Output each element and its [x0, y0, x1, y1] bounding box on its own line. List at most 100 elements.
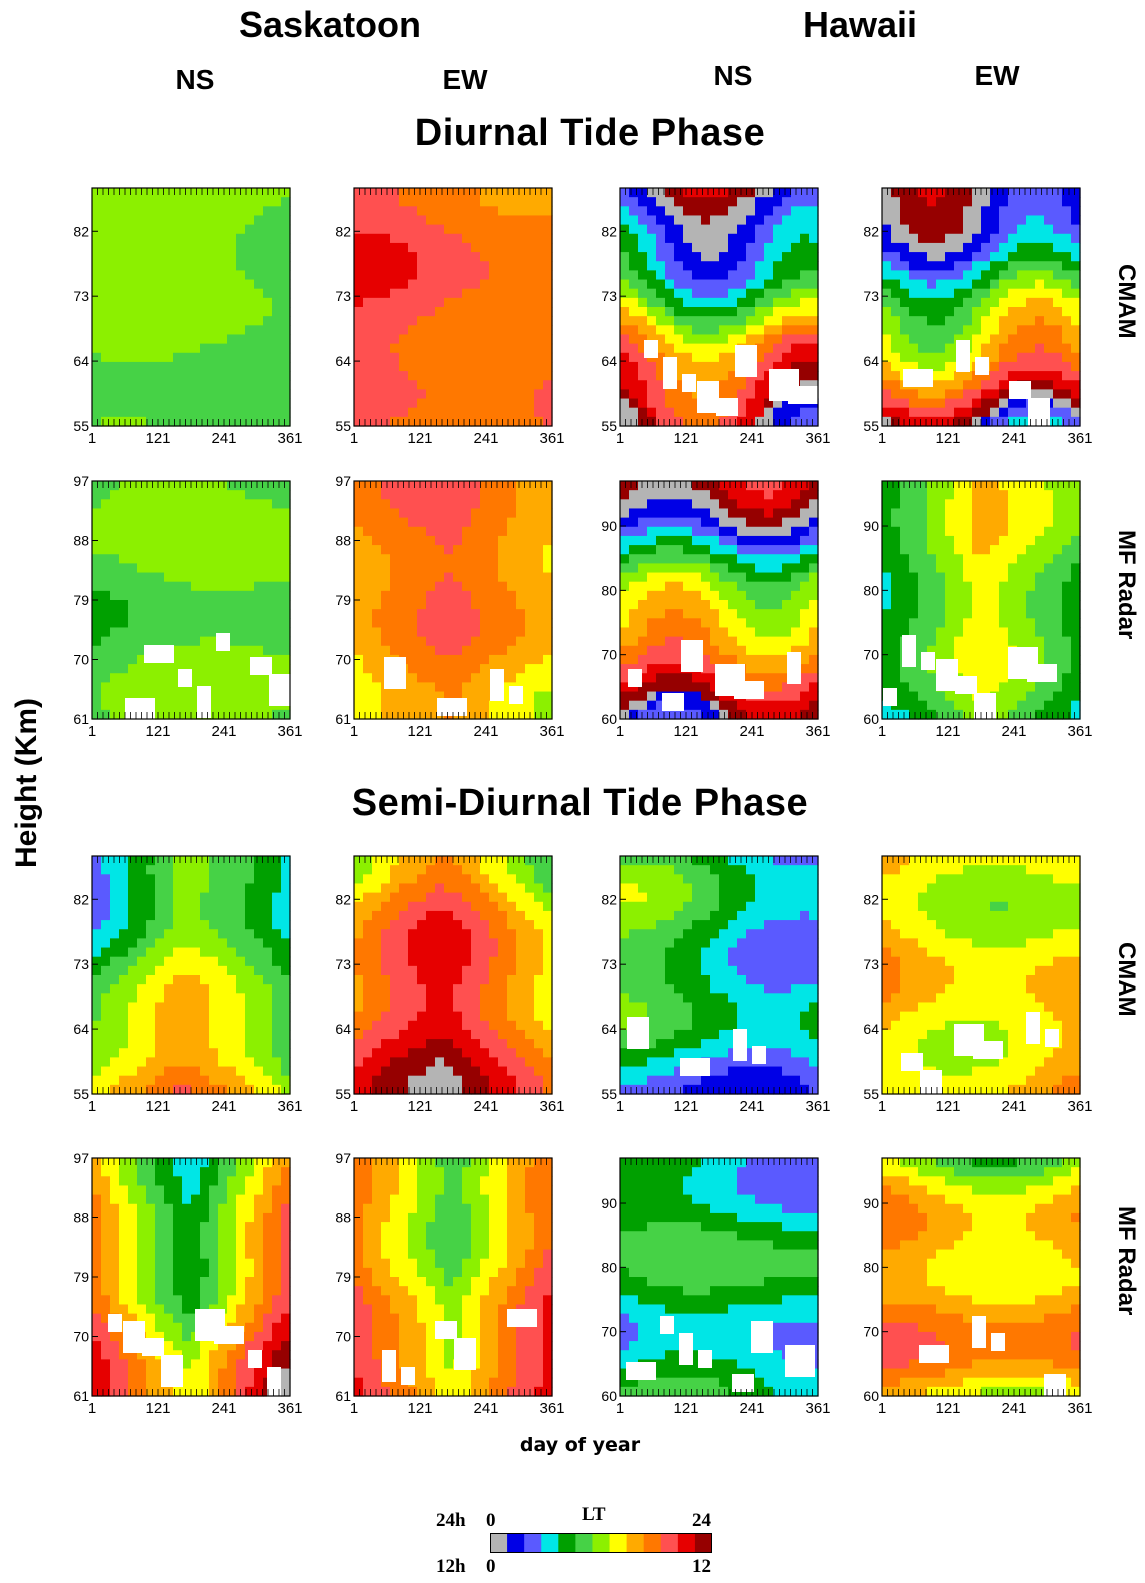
x-tick-label: 1 — [616, 723, 624, 740]
panel-mfradar-hawaii-ew: 1 121 241 361 60 70 80 90 — [863, 1157, 1093, 1417]
y-tick-label: 64 — [601, 1021, 617, 1037]
y-tick-label: 64 — [73, 1021, 89, 1037]
y-tick-label: 88 — [73, 1210, 89, 1226]
panel-mfradar-saskatoon-ew: 1 121 241 361 61 70 79 88 97 — [335, 473, 564, 740]
panel-mfradar-saskatoon-ns: 1 121 241 361 61 70 79 88 97 — [73, 473, 302, 740]
y-tick-label: 82 — [335, 223, 351, 239]
y-tick-label: 55 — [73, 418, 89, 434]
x-tick-label: 1 — [350, 1098, 358, 1115]
y-tick-label: 90 — [601, 1195, 617, 1211]
y-tick-label: 60 — [601, 711, 617, 727]
x-tick-label: 121 — [673, 723, 698, 740]
panel-cmam-hawaii-ns: 1 121 241 361 55 64 73 82 — [601, 855, 831, 1115]
y-tick-label: 70 — [863, 647, 879, 663]
x-tick-label: 241 — [473, 723, 498, 740]
colorbar-swatch — [660, 1533, 679, 1553]
section-title-diurnal: Diurnal Tide Phase — [414, 112, 766, 154]
colorbar-swatch — [643, 1533, 662, 1553]
x-tick-label: 1 — [616, 430, 624, 447]
x-tick-label: 1 — [88, 1098, 96, 1115]
colorbar-swatch — [558, 1533, 576, 1553]
y-tick-label: 60 — [863, 711, 879, 727]
x-tick-label: 1 — [88, 430, 96, 447]
y-tick-label: 64 — [335, 1021, 351, 1037]
x-tick-label: 361 — [277, 1400, 302, 1417]
site-title-saskatoon: Saskatoon — [238, 4, 422, 45]
colorbar-row2-min: 0 — [486, 1556, 496, 1577]
y-tick-label: 97 — [73, 1150, 89, 1166]
colorbar-swatch — [575, 1533, 593, 1553]
y-tick-label: 97 — [73, 473, 89, 489]
x-tick-label: 361 — [1067, 723, 1092, 740]
x-tick-label: 1 — [878, 430, 886, 447]
site-title-hawaii: Hawaii — [802, 4, 918, 45]
y-tick-label: 80 — [863, 1259, 879, 1275]
x-tick-label: 121 — [935, 1098, 960, 1115]
y-tick-label: 79 — [335, 1269, 351, 1285]
x-tick-label: 361 — [1067, 1098, 1092, 1115]
colorbar-swatch — [609, 1533, 628, 1553]
panel-cmam-saskatoon-ew: 1 121 241 361 55 64 73 82 — [335, 187, 565, 447]
x-tick-label: 241 — [739, 1400, 764, 1417]
colorbar — [490, 1533, 712, 1553]
x-tick-label: 361 — [805, 430, 830, 447]
y-tick-label: 70 — [601, 647, 617, 663]
panel-cmam-hawaii-ew: 1 121 241 361 55 64 73 82 — [863, 187, 1093, 447]
y-tick-label: 73 — [601, 956, 617, 972]
x-tick-label: 241 — [211, 723, 236, 740]
y-tick-label: 70 — [335, 652, 351, 668]
y-tick-label: 82 — [601, 891, 617, 907]
colorbar-row1-min: 0 — [486, 1510, 496, 1531]
x-tick-label: 1 — [88, 1400, 96, 1417]
y-tick-label: 79 — [73, 592, 89, 608]
x-tick-label: 121 — [145, 1400, 170, 1417]
x-tick-label: 241 — [1001, 723, 1026, 740]
y-tick-label: 64 — [73, 353, 89, 369]
y-tick-label: 97 — [335, 473, 351, 489]
y-tick-label: 79 — [73, 1269, 89, 1285]
panel-mfradar-hawaii-ns: 1 121 241 361 60 70 80 90 — [601, 1157, 831, 1417]
y-tick-label: 60 — [863, 1388, 879, 1404]
x-tick-label: 1 — [878, 1098, 886, 1115]
x-tick-label: 121 — [407, 430, 432, 447]
panel-cmam-hawaii-ns: 1 121 241 361 55 64 73 82 — [601, 187, 831, 447]
colorbar-row1-label: 24h — [436, 1510, 466, 1531]
colorbar-swatch — [694, 1533, 712, 1553]
y-tick-label: 64 — [601, 353, 617, 369]
x-tick-label: 361 — [277, 1098, 302, 1115]
colorbar-row2-label: 12h — [436, 1556, 466, 1577]
y-tick-label: 73 — [335, 288, 351, 304]
y-tick-label: 60 — [601, 1388, 617, 1404]
y-tick-label: 61 — [335, 711, 351, 727]
x-tick-label: 121 — [673, 430, 698, 447]
x-tick-label: 241 — [473, 1400, 498, 1417]
panel-cmam-saskatoon-ns: 1 121 241 361 55 64 73 82 — [73, 187, 303, 447]
y-tick-label: 82 — [863, 223, 879, 239]
panel-cmam-hawaii-ew: 1 121 241 361 55 64 73 82 — [863, 855, 1093, 1115]
y-tick-label: 90 — [863, 518, 879, 534]
y-tick-label: 55 — [73, 1086, 89, 1102]
y-tick-label: 73 — [335, 956, 351, 972]
y-tick-label: 80 — [863, 582, 879, 598]
component-label-hawaii-ew: EW — [974, 60, 1020, 91]
y-tick-label: 90 — [601, 518, 617, 534]
x-tick-label: 241 — [1001, 1098, 1026, 1115]
y-tick-label: 70 — [73, 1329, 89, 1345]
panel-cmam-saskatoon-ns: 1 121 241 361 55 64 73 82 — [73, 855, 303, 1115]
x-tick-label: 121 — [935, 430, 960, 447]
y-tick-label: 55 — [601, 418, 617, 434]
y-tick-label: 64 — [335, 353, 351, 369]
x-tick-label: 121 — [407, 723, 432, 740]
x-tick-label: 241 — [211, 1098, 236, 1115]
y-tick-label: 64 — [863, 353, 879, 369]
y-tick-label: 55 — [863, 418, 879, 434]
colorbar-swatch — [541, 1533, 559, 1553]
y-tick-label: 70 — [601, 1324, 617, 1340]
x-tick-label: 1 — [616, 1098, 624, 1115]
x-tick-label: 1 — [616, 1400, 624, 1417]
y-tick-label: 55 — [335, 418, 351, 434]
colorbar-swatch — [677, 1533, 696, 1553]
y-tick-label: 70 — [335, 1329, 351, 1345]
section-title-semidiurnal: Semi-Diurnal Tide Phase — [351, 782, 809, 824]
